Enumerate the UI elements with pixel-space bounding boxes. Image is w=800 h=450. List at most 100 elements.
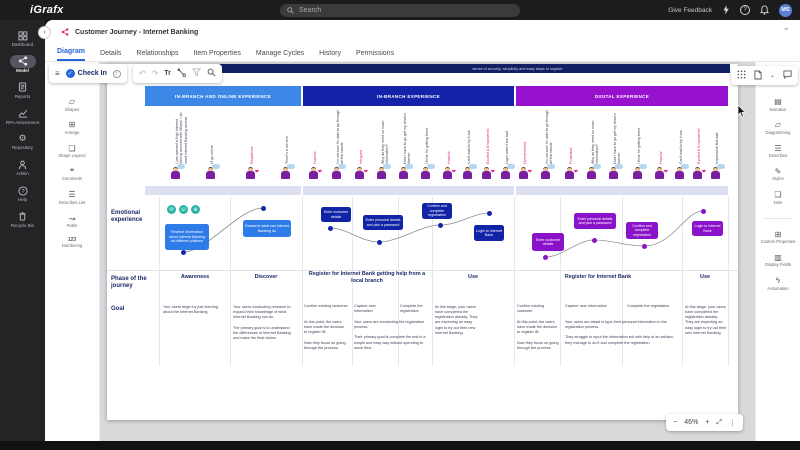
tool-paths[interactable]: ↝ Paths	[66, 213, 78, 229]
phase-discover[interactable]: Discover	[254, 274, 278, 280]
channel-web-icon[interactable]: ⊕	[191, 205, 200, 214]
band-header-in-branch[interactable]: IN-BRANCH EXPERIENCE	[303, 86, 514, 106]
tool-shapes[interactable]: ▱ Shapes	[64, 97, 80, 112]
zoom-search-icon[interactable]	[207, 68, 216, 79]
connector-tool-icon[interactable]	[177, 68, 186, 79]
tool-shape-legend[interactable]: ❏ Shape Legend	[58, 143, 86, 159]
journey-node-dot[interactable]	[376, 239, 382, 245]
journey-step-box[interactable]: Enter customer details	[532, 233, 564, 251]
zoom-out-button[interactable]: −	[673, 419, 678, 426]
hamburger-menu-icon[interactable]: ≡	[55, 68, 60, 78]
chevron-down-icon[interactable]: ⌄	[782, 22, 790, 32]
tab-details[interactable]: Details	[100, 50, 122, 57]
journey-node-dot[interactable]	[700, 208, 706, 214]
grid-view-icon[interactable]	[737, 70, 746, 81]
journey-node-dot[interactable]	[542, 254, 548, 260]
persona-icon[interactable]: ❤	[441, 167, 456, 187]
comment-bubble-icon[interactable]	[783, 70, 792, 81]
tab-history[interactable]: History	[319, 50, 341, 57]
persona-icon[interactable]	[709, 164, 725, 187]
persona-icon[interactable]: ❤	[480, 167, 495, 187]
tool-display-fields[interactable]: ▥ Display Fields	[764, 252, 792, 268]
journey-step-box[interactable]: Login to Internet Bank	[474, 225, 504, 241]
tool-numbering[interactable]: 123 Numbering	[61, 236, 83, 249]
tool-describes[interactable]: ☰ Describes	[768, 143, 788, 159]
tool-styles[interactable]: ✎ Styles	[772, 166, 784, 182]
persona-icon[interactable]	[585, 164, 601, 187]
sidebar-item-model[interactable]: Model	[2, 53, 44, 76]
chevron-down-icon[interactable]: ⌄	[769, 72, 775, 79]
give-feedback-link[interactable]: Give Feedback	[668, 6, 712, 14]
persona-icon[interactable]	[673, 164, 689, 187]
persona-icon[interactable]	[397, 164, 413, 187]
tool-arrange[interactable]: ⊞ Arrange	[64, 120, 80, 135]
diagram-canvas[interactable]: sense of security, simplicity and easy s…	[100, 62, 755, 441]
journey-node-dot[interactable]	[327, 225, 333, 231]
filter-funnel-icon[interactable]	[191, 68, 201, 79]
tab-manage-cycles[interactable]: Manage Cycles	[255, 50, 305, 57]
persona-icon[interactable]	[375, 164, 391, 187]
tool-custom-properties[interactable]: ⊞ Custom Properties	[760, 229, 796, 245]
persona-icon[interactable]: ❤	[307, 167, 322, 187]
info-icon[interactable]: i	[112, 69, 121, 78]
journey-node-dot[interactable]	[486, 210, 492, 216]
persona-icon[interactable]	[499, 164, 515, 187]
tab-permissions[interactable]: Permissions	[355, 50, 395, 57]
help-icon[interactable]: ?	[740, 5, 750, 15]
persona-icon[interactable]	[461, 164, 477, 187]
tool-describes-list[interactable]: ☰ Describes List	[58, 190, 86, 205]
check-in-button[interactable]: ✓ Check In	[65, 69, 107, 78]
persona-icon[interactable]: ❤	[517, 167, 532, 187]
channel-chat-icon[interactable]: ✉	[167, 205, 176, 214]
journey-step-box[interactable]: Enter personal details and pick a passwo…	[363, 215, 403, 230]
journey-node-dot[interactable]	[180, 249, 186, 255]
document-view-icon[interactable]	[754, 70, 762, 82]
phase-register-branch[interactable]: Register for Internet Bank getting help …	[308, 271, 426, 284]
channel-phone-icon[interactable]: ☏	[179, 205, 188, 214]
journey-node-dot[interactable]	[591, 237, 597, 243]
global-search-input[interactable]: Search	[280, 3, 520, 17]
persona-icon[interactable]	[204, 164, 220, 187]
persona-icon[interactable]	[539, 164, 555, 187]
journey-step-box[interactable]: Enter personal details and pick a passwo…	[574, 213, 616, 229]
journey-step-box[interactable]: Receive information about Internet Banki…	[165, 224, 209, 250]
persona-icon[interactable]	[631, 164, 647, 187]
sidebar-item-reports[interactable]: Reports	[2, 79, 44, 102]
tool-automation[interactable]: ϟ Automation	[767, 276, 789, 291]
sidebar-item-recycle-bin[interactable]: Recycle Bin	[2, 208, 44, 231]
undo-icon[interactable]: ↶	[138, 68, 146, 78]
persona-icon[interactable]	[419, 164, 435, 187]
phase-use-1[interactable]: Use	[468, 274, 478, 280]
journey-step-box[interactable]: Research what can Internet Banking do	[243, 220, 291, 237]
tool-comments[interactable]: ❝ Comments	[61, 166, 83, 182]
diagram-page[interactable]: sense of security, simplicity and easy s…	[107, 64, 738, 420]
redo-icon[interactable]: ↷	[151, 68, 159, 78]
tab-diagram[interactable]: Diagram	[57, 48, 86, 61]
user-avatar[interactable]: MS	[779, 3, 792, 17]
persona-icon[interactable]	[279, 164, 295, 187]
sidebar-item-help[interactable]: ? Help	[2, 182, 44, 205]
bell-icon[interactable]	[760, 5, 769, 15]
journey-banner[interactable]: sense of security, simplicity and easy s…	[145, 64, 730, 73]
band-header-in-branch-and-online[interactable]: IN-BRANCH AND ONLINE EXPERIENCE	[145, 86, 301, 106]
persona-icon[interactable]	[169, 164, 185, 187]
sidebar-item-rpa-assessment[interactable]: RPA Assessment	[2, 105, 44, 128]
fit-to-screen-icon[interactable]: ⤢	[716, 418, 722, 426]
journey-step-box[interactable]: Confirm and complete registration	[422, 203, 452, 219]
persona-icon[interactable]: ❤	[563, 167, 578, 187]
tool-note[interactable]: ❏ Note	[773, 190, 783, 205]
sidebar-item-admin[interactable]: Admin	[2, 156, 44, 179]
journey-step-box[interactable]: Confirm and complete registration	[626, 222, 658, 239]
kebab-menu-icon[interactable]: ⋮	[729, 419, 736, 427]
persona-icon[interactable]: ❤	[653, 167, 668, 187]
journey-step-box[interactable]: Login to Internet Bank	[692, 221, 723, 236]
persona-icon[interactable]: ❤	[244, 167, 259, 187]
phase-awareness[interactable]: Awareness	[180, 274, 210, 280]
zoom-in-button[interactable]: +	[705, 419, 710, 426]
phase-use-2[interactable]: Use	[700, 274, 710, 280]
sidebar-item-repository[interactable]: ⚙ Repository	[12, 133, 33, 151]
phase-register-digital[interactable]: Register for Internet Bank	[564, 274, 632, 280]
text-tool-icon[interactable]: Tr	[164, 70, 171, 77]
persona-icon[interactable]	[330, 164, 346, 187]
journey-node-dot[interactable]	[260, 205, 266, 211]
